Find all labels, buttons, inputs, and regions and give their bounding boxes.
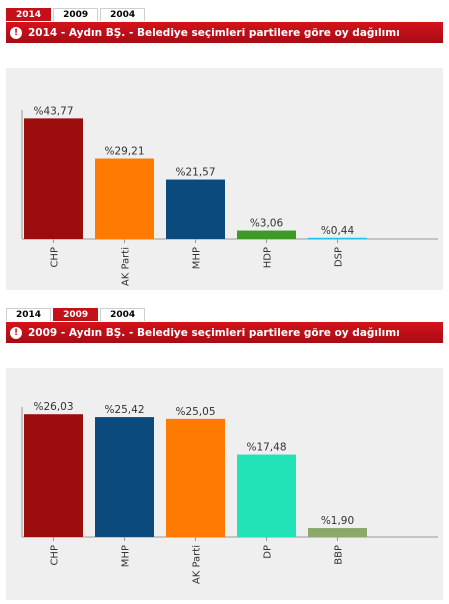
bar-value-label: %25,05 xyxy=(175,406,215,418)
category-label: DP xyxy=(263,545,274,559)
tab-year-2014[interactable]: 2014 xyxy=(6,8,52,21)
category-label: AK Parti xyxy=(121,247,132,286)
tab-year-2004[interactable]: 2004 xyxy=(100,308,146,321)
year-tabs: 2014 2009 2004 xyxy=(6,308,146,321)
bar-ak-parti[interactable] xyxy=(166,418,225,537)
tab-year-2009[interactable]: 2009 xyxy=(53,8,99,21)
bar-hdp[interactable] xyxy=(237,230,296,239)
bar-mhp[interactable] xyxy=(95,417,154,537)
category-label: HDP xyxy=(263,247,274,268)
category-label: DSP xyxy=(334,247,345,267)
tab-year-2014[interactable]: 2014 xyxy=(6,308,52,321)
category-label: MHP xyxy=(192,247,203,269)
year-tabs: 2014 2009 2004 xyxy=(6,8,146,21)
bar-value-label: %17,48 xyxy=(246,442,286,454)
chart-panel: %26,03 CHP %25,42 MHP %25,05 AK Parti %17,48 DP… xyxy=(6,368,443,600)
category-label: AK Parti xyxy=(192,545,203,584)
bar-value-label: %1,90 xyxy=(321,515,354,527)
bar-chp[interactable] xyxy=(24,118,83,239)
tab-year-2009[interactable]: 2009 xyxy=(53,308,99,321)
chart-title: 2014 - Aydın BŞ. - Belediye seçimleri pa… xyxy=(28,26,400,39)
bar-value-label: %3,06 xyxy=(250,218,284,230)
info-circle-icon: ! xyxy=(10,326,22,339)
bar-value-label: %21,57 xyxy=(175,167,215,179)
category-label: BBP xyxy=(334,545,345,565)
bar-value-label: %43,77 xyxy=(33,105,73,117)
bar-mhp[interactable] xyxy=(166,179,225,239)
chart-panel: %43,77 CHP %29,21 AK Parti %21,57 MHP %3,06 HDP… xyxy=(6,68,443,290)
info-circle-icon: ! xyxy=(10,26,22,39)
bar-value-label: %25,42 xyxy=(104,404,144,416)
bar-value-label: %29,21 xyxy=(104,146,144,158)
bar-ak-parti[interactable] xyxy=(95,158,154,239)
bar-value-label: %26,03 xyxy=(33,401,73,413)
category-label: MHP xyxy=(121,545,132,567)
bar-dp[interactable] xyxy=(237,454,296,537)
chart-title-bar: ! 2014 - Aydın BŞ. - Belediye seçimleri … xyxy=(6,22,443,43)
bar-dsp[interactable] xyxy=(308,237,367,239)
category-label: CHP xyxy=(50,545,61,566)
bar-chp[interactable] xyxy=(24,414,83,537)
category-label: CHP xyxy=(50,247,61,268)
bar-chart-2009: %26,03 CHP %25,42 MHP %25,05 AK Parti %17,48 DP… xyxy=(21,401,438,584)
bar-bbp[interactable] xyxy=(308,528,367,537)
tab-year-2004[interactable]: 2004 xyxy=(100,8,146,21)
chart-title-bar: ! 2009 - Aydın BŞ. - Belediye seçimleri … xyxy=(6,322,443,343)
bar-chart-2014: %43,77 CHP %29,21 AK Parti %21,57 MHP %3,06 HDP… xyxy=(21,105,438,286)
chart-title: 2009 - Aydın BŞ. - Belediye seçimleri pa… xyxy=(28,326,400,339)
bar-value-label: %0,44 xyxy=(321,225,355,237)
